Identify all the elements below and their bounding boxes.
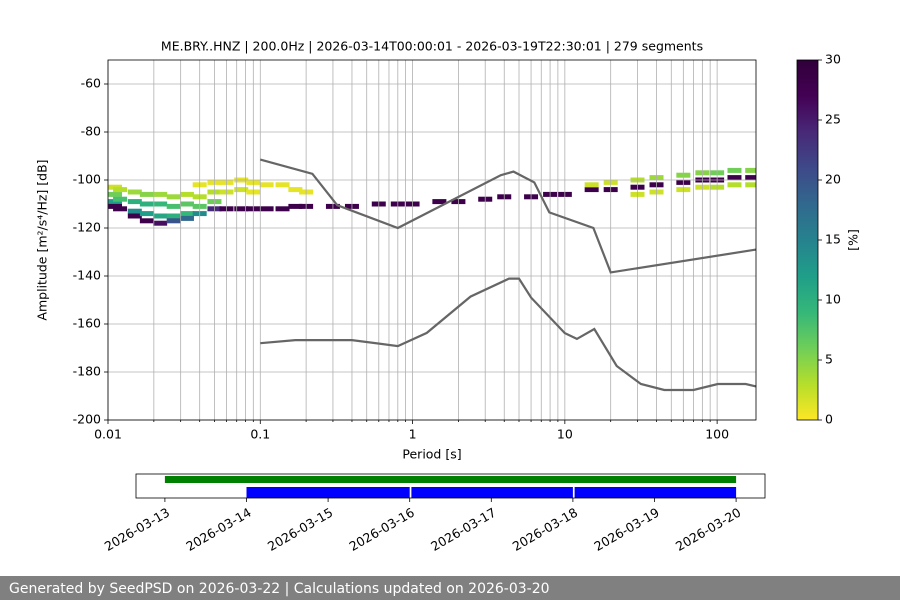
density-cell — [127, 189, 142, 195]
density-cell — [139, 201, 154, 207]
density-cell — [113, 196, 128, 202]
density-cell — [127, 199, 142, 205]
x-tick-label: 2026-03-13 — [102, 505, 172, 554]
colorbar-tick-label: 15 — [825, 232, 841, 247]
colorbar-label: [%] — [846, 229, 861, 251]
x-tick-label: 2026-03-17 — [428, 505, 498, 554]
density-cell — [275, 182, 290, 188]
density-cell — [139, 211, 154, 217]
x-tick-label: 2026-03-15 — [265, 505, 335, 554]
density-cell — [179, 215, 194, 221]
density-cell — [745, 182, 756, 188]
timeline-frame — [135, 473, 766, 499]
colorbar-tick-label: 0 — [825, 412, 833, 427]
y-tick-label: -160 — [73, 316, 101, 331]
y-tick-label: -200 — [73, 412, 101, 427]
x-tick-label: 1 — [409, 427, 417, 442]
density-cell — [127, 213, 142, 219]
density-cell — [179, 201, 194, 207]
y-tick-label: -140 — [73, 268, 101, 283]
density-cell — [275, 206, 290, 212]
density-cell — [727, 167, 742, 173]
y-tick-label: -60 — [81, 76, 101, 91]
density-cell — [745, 175, 756, 181]
colorbar — [796, 59, 819, 421]
footer-bar — [0, 576, 900, 600]
x-tick-label: 2026-03-20 — [673, 505, 743, 554]
colorbar-tick-label: 10 — [825, 292, 841, 307]
x-tick-label: 2026-03-16 — [347, 505, 417, 554]
density-cell — [179, 211, 194, 217]
density-cell — [153, 220, 168, 226]
noise-model-line — [260, 277, 757, 392]
density-cell — [259, 206, 274, 212]
density-cell — [139, 218, 154, 224]
density-cell — [166, 203, 181, 209]
chart-title: ME.BRY..HNZ | 200.0Hz | 2026-03-14T00:00… — [161, 39, 703, 54]
coverage-bar — [246, 487, 410, 498]
density-cell — [432, 199, 447, 205]
density-cell — [234, 206, 249, 212]
colorbar-tick-label: 25 — [825, 112, 841, 127]
density-cell — [288, 187, 303, 193]
x-tick-label: 0.1 — [250, 427, 270, 442]
density-cell — [166, 218, 181, 224]
density-cell — [179, 191, 194, 197]
x-tick-label: 2026-03-14 — [183, 505, 253, 554]
density-cell — [139, 191, 154, 197]
density-cell — [166, 194, 181, 200]
coverage-bar — [164, 476, 737, 483]
density-cell — [113, 206, 128, 212]
density-cell — [127, 208, 142, 214]
density-cell — [234, 187, 249, 193]
density-cell — [153, 201, 168, 207]
density-cell — [113, 187, 128, 193]
density-cell — [153, 213, 168, 219]
y-tick-label: -180 — [73, 364, 101, 379]
coverage-bar — [411, 487, 573, 498]
x-tick-label: 2026-03-18 — [510, 505, 580, 554]
y-tick-label: -100 — [73, 172, 101, 187]
y-axis-label: Amplitude [m²/s⁴/Hz] [dB] — [35, 159, 50, 320]
density-cell — [727, 182, 742, 188]
noise-model-line — [260, 158, 757, 274]
colorbar-tick-label: 5 — [825, 352, 833, 367]
density-cell — [259, 182, 274, 188]
density-cell — [108, 191, 122, 197]
y-tick-label: -80 — [81, 124, 101, 139]
density-cell — [584, 182, 599, 188]
density-cell — [166, 213, 181, 219]
x-tick-label: 10 — [557, 427, 573, 442]
x-tick-label: 0.01 — [94, 427, 122, 442]
x-tick-label: 2026-03-19 — [591, 505, 661, 554]
density-cell — [153, 191, 168, 197]
colorbar-tick-label: 20 — [825, 172, 841, 187]
density-cell — [584, 187, 599, 193]
plot-frame — [107, 59, 757, 421]
density-cell — [745, 167, 756, 173]
coverage-bar — [574, 487, 737, 498]
x-tick-label: 100 — [705, 427, 729, 442]
x-axis-label: Period [s] — [402, 447, 461, 462]
y-tick-label: -120 — [73, 220, 101, 235]
density-cell — [288, 203, 303, 209]
footer: Generated by SeedPSD on 2026-03-22 | Cal… — [9, 581, 550, 597]
density-cell — [727, 175, 742, 181]
colorbar-tick-label: 30 — [825, 52, 841, 67]
